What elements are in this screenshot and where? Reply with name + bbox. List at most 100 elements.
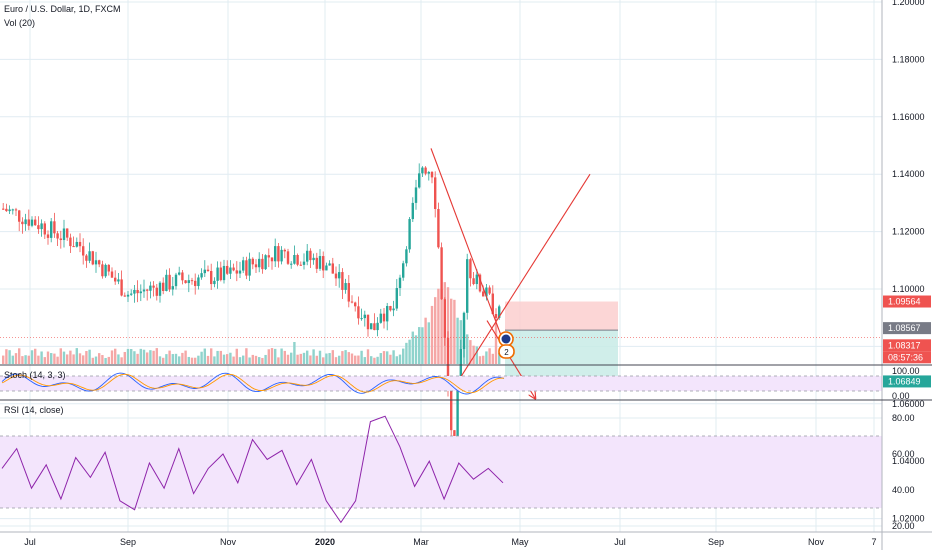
volume-bar [280,348,283,364]
volume-bar [117,354,120,364]
candle-body [123,295,126,297]
candle-body [56,233,59,239]
volume-bar [43,357,46,364]
candle-body [488,287,491,294]
eu-us-flag-icon[interactable] [498,331,514,347]
volume-bar [190,357,194,364]
candle-body [24,219,27,225]
candle-body [222,265,226,281]
chart-badges[interactable]: 2 [498,331,515,359]
candle-body [344,283,347,290]
stoch-k-line [1,372,505,395]
candle-body [267,255,270,258]
candle-body [53,221,56,234]
time-axis-label: 7 [871,537,876,547]
candle-body [421,167,424,174]
volume-bar [235,348,238,364]
price-tag-label: 1.08317 [888,340,921,350]
candle-body [40,223,43,230]
candle-body [290,263,293,265]
volume-bar [322,357,325,364]
volume-bar [69,350,72,364]
candle-body [226,265,229,274]
economic-event-icon[interactable]: 2 [498,344,515,359]
volume-bar [456,317,459,364]
volume-bar [309,355,312,364]
candle-body [11,209,14,211]
candle-body [219,267,222,281]
volume-bar [197,355,200,364]
volume-bar [354,355,357,364]
volume-bar [494,324,498,364]
volume-bar [283,350,286,364]
candle-body [414,187,418,203]
volume-bar [357,355,360,364]
volume-bar [290,352,293,364]
price-tag-label: 1.08567 [888,323,921,333]
candle-body [366,314,370,330]
price-axis-label: 1.10000 [892,284,925,294]
candle-body [120,279,123,296]
candle-body [126,294,130,297]
volume-bar [421,327,424,364]
candle-body [104,264,107,277]
candle-body [242,260,245,271]
events-count: 2 [504,348,509,357]
candle-body [485,287,488,297]
volume-bar [155,348,158,364]
volume-bar [178,356,181,364]
rsi-band [0,436,882,508]
volume-bar [30,350,34,364]
candle-body [309,250,312,261]
price-axis-label: 1.18000 [892,54,925,64]
candle-body [85,255,88,261]
candle-body [229,267,232,274]
volume-bar [299,353,302,364]
candle-body [478,274,482,292]
volume-bar [434,297,437,364]
symbol-legend[interactable]: Euro / U.S. Dollar, 1D, FXCM [4,4,121,14]
candle-body [130,293,133,295]
candle-body [232,267,235,271]
price-axis-label: 1.04000 [892,456,925,466]
volume-bar [450,298,453,364]
candle-body [82,246,85,256]
volume-bar [344,350,347,364]
candle-body [283,249,286,252]
candle-body [171,286,174,290]
candle-body [94,260,98,265]
candle-body [434,177,437,209]
candle-body [194,280,197,287]
candle-body [334,273,338,279]
candle-body [62,228,66,241]
volume-bar [206,355,210,364]
volume-bar [331,350,334,364]
candle-body [245,260,248,276]
volume-bar [50,353,53,364]
candle-body [34,219,37,226]
volume-legend[interactable]: Vol (20) [4,18,36,28]
volume-bar [245,348,248,364]
price-tag-label: 1.06849 [888,376,921,386]
volume-bar [5,349,8,364]
volume-bar [222,354,226,364]
volume-bar [427,322,430,364]
volume-bar [78,353,82,364]
volume-bar [277,357,280,364]
candle-body [210,271,213,285]
candle-body [117,279,120,282]
volume-bar [251,354,254,364]
rsi-legend[interactable]: RSI (14, close) [4,405,64,415]
stoch-legend[interactable]: Stoch (14, 3, 3) [4,370,66,380]
price-axis-label: 1.20000 [892,0,925,7]
volume-bar [110,350,114,364]
volume-bar [254,355,258,364]
candle-body [293,255,296,264]
candle-body [382,313,386,322]
candle-body [190,280,194,282]
short-position-tool[interactable] [505,301,618,380]
volume-bar [34,348,37,364]
candle-body [168,274,171,290]
candle-body [331,263,334,274]
